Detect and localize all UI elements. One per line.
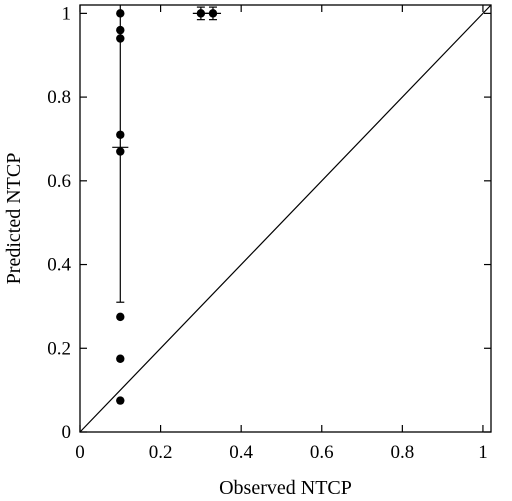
data-point: [116, 130, 125, 139]
y-tick-label: 0.6: [47, 171, 71, 192]
data-point: [116, 147, 125, 156]
data-point: [116, 9, 125, 18]
tick-layer: 0 0.2 0.4 0.6 0.8 1 0 0.2 0.4 0.6 0.8 1: [47, 3, 491, 463]
data-point: [208, 9, 218, 18]
y-tick-label: 0.4: [47, 255, 71, 276]
data-point: [116, 396, 125, 405]
data-point: [116, 25, 125, 35]
y-tick-label: 0: [62, 422, 72, 443]
point-layer: [116, 9, 218, 405]
y-tick-label: 0.8: [47, 87, 71, 108]
y-tick-label: 1: [62, 3, 72, 24]
error-bar-layer: [112, 5, 222, 303]
data-point: [116, 354, 125, 363]
identity-line: [79, 4, 492, 433]
x-tick-label: 0.2: [149, 442, 173, 463]
data-point: [116, 34, 125, 43]
x-tick-label: 1: [478, 442, 488, 463]
x-tick-label: 0.6: [310, 442, 334, 463]
x-axis-label: Observed NTCP: [219, 477, 352, 499]
x-tick-label: 0.4: [229, 442, 253, 463]
x-tick-label: 0.8: [390, 442, 414, 463]
y-tick-label: 0.2: [47, 338, 71, 359]
reference-line-layer: [79, 4, 492, 433]
data-point: [196, 9, 206, 18]
data-point: [116, 312, 125, 322]
plot-frame: [79, 4, 492, 433]
x-tick-label: 0: [75, 442, 85, 463]
y-axis-label: Predicted NTCP: [3, 153, 25, 285]
